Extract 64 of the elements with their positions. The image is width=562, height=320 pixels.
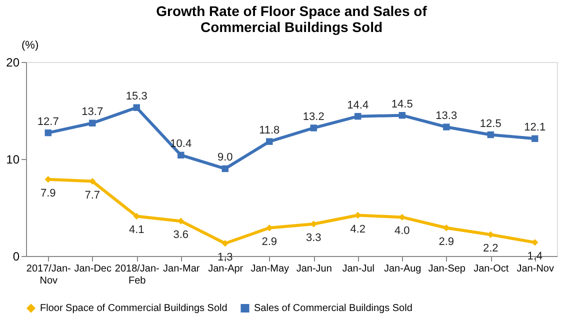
x-tick-label: Jan-Jun: [296, 264, 332, 274]
point: [443, 224, 450, 232]
point: [222, 165, 228, 172]
data-label: 1.4: [527, 250, 543, 262]
point: [44, 176, 52, 183]
data-label: 12.1: [524, 122, 546, 134]
x-tick-label: Jan-Oct: [474, 264, 509, 274]
data-label: 7.9: [40, 187, 56, 200]
point: [133, 212, 140, 220]
data-label: 13.3: [436, 110, 458, 122]
data-label: 4.2: [350, 223, 366, 236]
y-tick-label: 20: [6, 56, 20, 70]
point: [133, 104, 140, 111]
x-tick-label: 2017/Jan-Nov: [26, 264, 71, 286]
data-label: 3.6: [173, 229, 189, 242]
data-label: 14.4: [347, 99, 369, 112]
point: [310, 124, 317, 132]
data-label: 4.0: [394, 225, 410, 238]
point: [310, 220, 317, 228]
point: [178, 218, 184, 224]
x-tick-label: Jan-Jul: [342, 264, 374, 274]
x-tick-label: Jan-Sep: [428, 264, 466, 274]
data-label: 11.8: [259, 124, 280, 137]
point: [532, 239, 538, 246]
point: [354, 112, 362, 120]
x-tick-label: Jan-Dec: [74, 264, 112, 274]
point: [266, 138, 273, 145]
data-label: 3.3: [306, 232, 322, 244]
legend-label: Sales of Commercial Buildings Sold: [254, 303, 412, 314]
data-label: 12.5: [480, 118, 502, 130]
data-label: 13.2: [302, 110, 324, 123]
data-label: 10.4: [170, 138, 192, 150]
x-tick-label: Jan-May: [250, 264, 290, 274]
y-tick-label: 0: [12, 250, 20, 264]
point: [222, 240, 228, 247]
point: [44, 129, 52, 136]
x-tick-label: Jan-Aug: [384, 264, 422, 274]
point: [178, 152, 184, 158]
point: [443, 124, 450, 130]
data-label: 2.2: [482, 242, 498, 255]
data-label: 9.0: [217, 152, 233, 164]
data-label: 2.9: [262, 236, 278, 248]
point: [89, 120, 96, 126]
data-label: 15.3: [126, 90, 148, 103]
data-label: 14.5: [391, 98, 413, 110]
x-tick-label: Jan-Nov: [516, 264, 554, 274]
data-label: 12.7: [37, 116, 59, 128]
point: [398, 112, 406, 119]
y-axis-title: (%): [22, 40, 39, 52]
data-label: 7.7: [84, 189, 100, 202]
point: [487, 231, 494, 238]
x-tick-label: Jan-Apr: [208, 264, 244, 274]
data-label: 13.7: [82, 106, 104, 118]
chart-title: Growth Rate of Floor Space and Sales of Commercial Buildings Sold: [156, 3, 428, 35]
x-tick-label: Jan-Mar: [163, 264, 200, 274]
data-label: 1.3: [217, 251, 233, 264]
point: [487, 131, 494, 138]
data-label: 4.1: [128, 224, 144, 236]
legend-label: Floor Space of Commercial Buildings Sold: [40, 303, 228, 314]
point: [89, 178, 96, 185]
point: [532, 135, 538, 142]
data-label: 2.9: [438, 236, 454, 248]
y-tick-label: 10: [6, 152, 20, 166]
x-tick-label: 2018/Jan-Feb: [114, 264, 160, 286]
